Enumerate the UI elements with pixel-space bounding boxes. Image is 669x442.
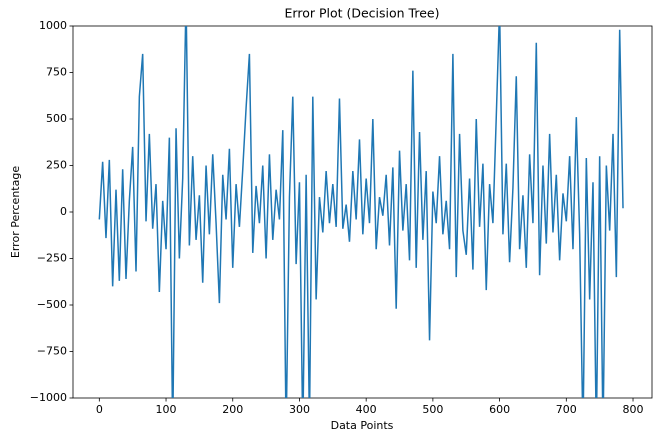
y-tick-label: 1000: [39, 19, 67, 32]
x-tick-label: 200: [222, 403, 243, 416]
y-tick-label: −500: [37, 298, 67, 311]
y-tick-label: 500: [46, 112, 67, 125]
x-tick-label: 300: [289, 403, 310, 416]
x-axis-label: Data Points: [331, 419, 394, 432]
y-tick-label: 0: [60, 205, 67, 218]
x-tick-label: 600: [489, 403, 510, 416]
x-tick-label: 400: [356, 403, 377, 416]
y-axis-label: Error Percentage: [9, 166, 22, 258]
chart-title: Error Plot (Decision Tree): [285, 6, 440, 21]
x-tick-label: 800: [623, 403, 644, 416]
x-tick-label: 100: [156, 403, 177, 416]
y-tick-label: −1000: [30, 391, 67, 404]
y-tick-label: 250: [46, 159, 67, 172]
data-line: [98, 26, 624, 398]
y-tick-label: −250: [37, 252, 67, 265]
x-tick-label: 0: [96, 403, 103, 416]
x-tick-label: 500: [422, 403, 443, 416]
x-tick-label: 700: [556, 403, 577, 416]
y-tick-label: −750: [37, 345, 67, 358]
y-tick-label: 750: [46, 66, 67, 79]
